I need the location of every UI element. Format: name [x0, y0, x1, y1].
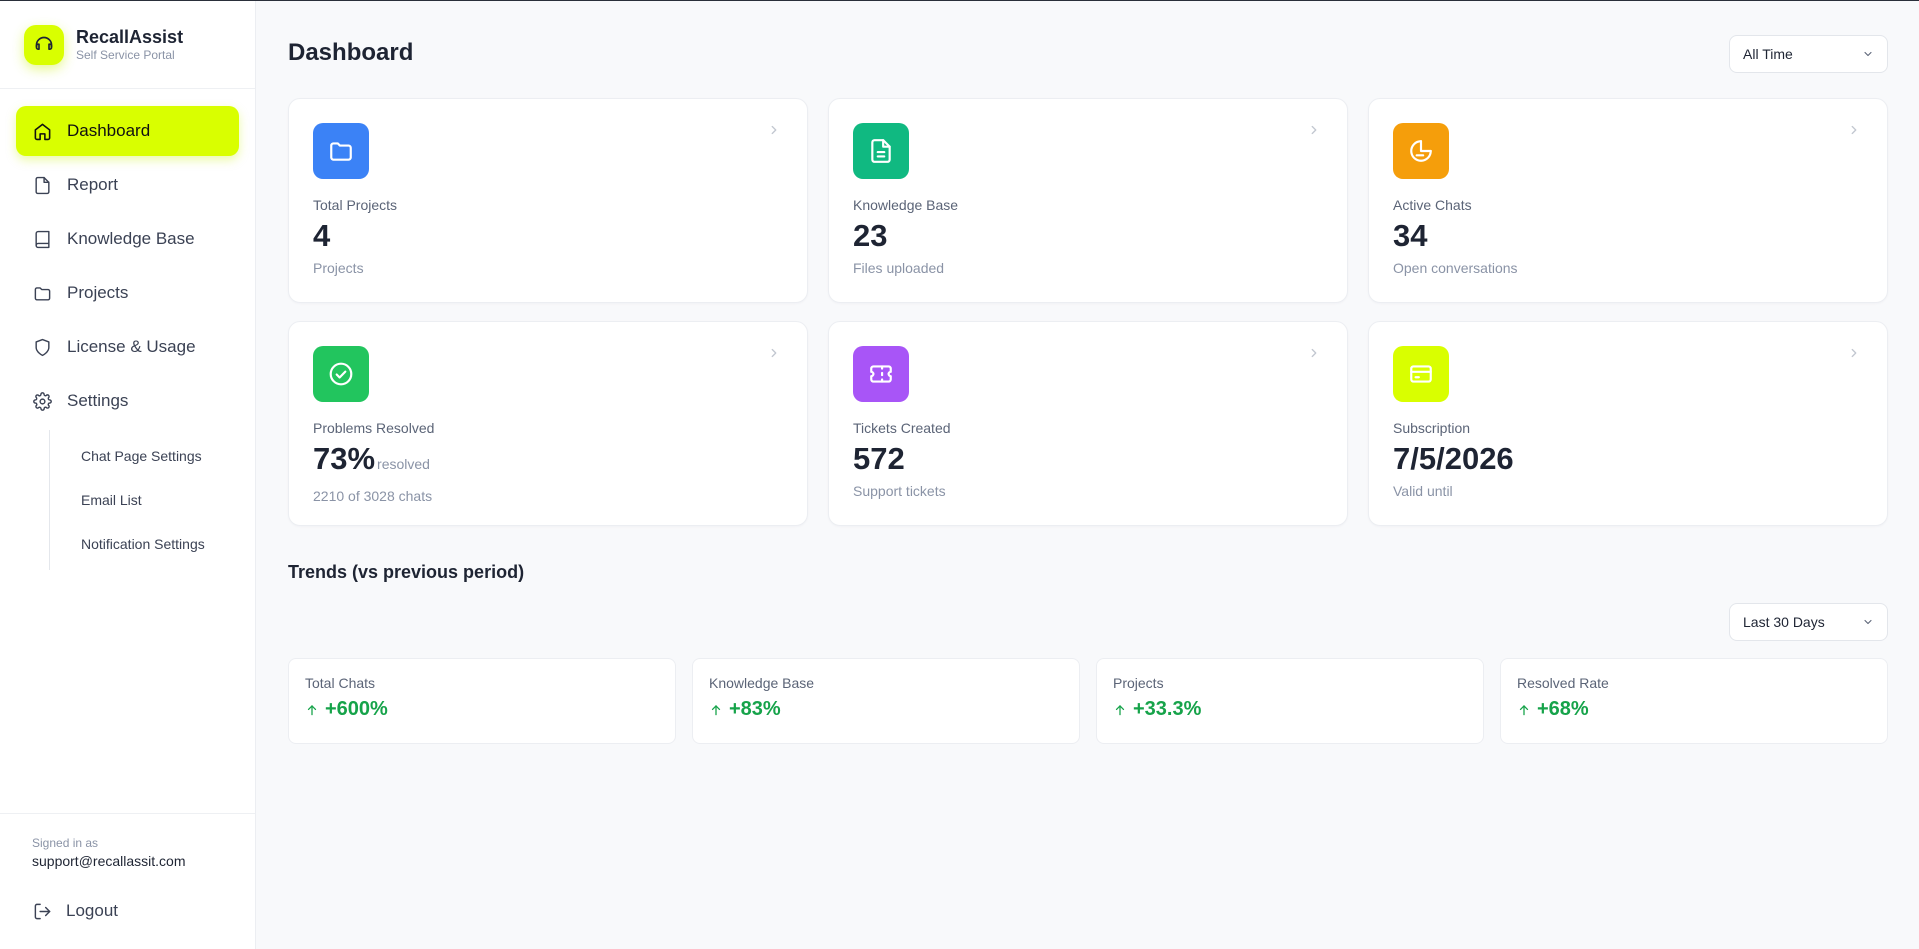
trend-resolved-rate: Resolved Rate +68%: [1500, 658, 1888, 744]
settings-subnav: Chat Page Settings Email List Notificati…: [49, 430, 239, 570]
card-value: 7/5/2026: [1393, 441, 1514, 476]
sidebar: RecallAssist Self Service Portal Dashboa…: [0, 1, 256, 949]
card-value: 73% resolved: [313, 441, 430, 476]
sidebar-item-label: Knowledge Base: [67, 229, 195, 248]
ticket-icon: [853, 346, 909, 402]
subnav-item-notification-settings[interactable]: Notification Settings: [81, 536, 205, 552]
card-label: Active Chats: [1393, 197, 1472, 213]
chevron-right-icon: [1851, 348, 1857, 358]
time-range-value: All Time: [1743, 46, 1793, 62]
stats-cards: Total Projects 4 Projects Knowledge Base…: [288, 98, 1888, 526]
card-label: Knowledge Base: [853, 197, 959, 213]
time-range-select[interactable]: All Time: [1729, 35, 1888, 73]
card-value: 23: [853, 218, 888, 253]
credit-card-icon: [1393, 346, 1449, 402]
trend-value: +600%: [305, 698, 659, 721]
card-label: Tickets Created: [853, 420, 951, 436]
trends-title: Trends (vs previous period): [288, 562, 525, 582]
trends-cards: Total Chats +600% Knowledge Base +83% Pr…: [288, 658, 1888, 744]
trend-value: +83%: [709, 698, 1063, 721]
sidebar-item-dashboard[interactable]: Dashboard: [16, 106, 239, 156]
gear-icon: [32, 391, 52, 411]
trend-label: Resolved Rate: [1517, 675, 1609, 691]
chat-icon: [1393, 123, 1449, 179]
signed-in-label: Signed in as: [32, 836, 99, 850]
folder-icon: [313, 123, 369, 179]
sidebar-item-label: Report: [67, 175, 119, 194]
arrow-up-icon: [1519, 704, 1529, 715]
sidebar-nav: Dashboard Report Knowledge Base Projects…: [0, 89, 255, 570]
card-label: Problems Resolved: [313, 420, 435, 436]
trend-knowledge-base: Knowledge Base +83%: [692, 658, 1080, 744]
card-value: 572: [853, 441, 905, 476]
trend-value: +68%: [1517, 698, 1871, 721]
arrow-up-icon: [307, 704, 317, 715]
sidebar-item-label: License & Usage: [67, 337, 196, 356]
signed-in-email: support@recallassit.com: [32, 853, 186, 869]
trend-label: Knowledge Base: [709, 675, 815, 691]
book-icon: [32, 229, 52, 249]
logout-label: Logout: [66, 901, 118, 920]
chevron-right-icon: [771, 125, 777, 135]
card-subtext: 2210 of 3028 chats: [313, 488, 433, 504]
trends-range-value: Last 30 Days: [1743, 614, 1825, 630]
page-title: Dashboard: [288, 39, 414, 66]
trend-label: Total Chats: [305, 675, 376, 691]
shield-icon: [32, 337, 52, 357]
brand: RecallAssist Self Service Portal: [0, 1, 255, 89]
check-circle-icon: [313, 346, 369, 402]
chevron-right-icon: [1851, 125, 1857, 135]
card-value: 34: [1393, 218, 1428, 253]
card-subtext: Open conversations: [1393, 260, 1518, 276]
sidebar-item-label: Dashboard: [67, 121, 151, 140]
trends-range-select[interactable]: Last 30 Days: [1729, 603, 1888, 641]
file-icon: [32, 175, 52, 195]
sidebar-item-label: Settings: [67, 391, 129, 410]
card-active-chats[interactable]: Active Chats 34 Open conversations: [1368, 98, 1888, 303]
logout-button[interactable]: Logout: [0, 889, 255, 933]
sidebar-item-knowledge-base[interactable]: Knowledge Base: [16, 214, 239, 264]
sidebar-item-license-usage[interactable]: License & Usage: [16, 322, 239, 372]
card-value-suffix: resolved: [377, 456, 430, 472]
card-total-projects[interactable]: Total Projects 4 Projects: [288, 98, 808, 303]
chevron-right-icon: [1311, 348, 1317, 358]
sidebar-item-label: Projects: [67, 283, 129, 302]
brand-subtitle: Self Service Portal: [76, 48, 175, 62]
trend-label: Projects: [1113, 675, 1164, 691]
card-label: Total Projects: [313, 197, 398, 213]
card-subtext: Projects: [313, 260, 364, 276]
home-icon: [32, 121, 52, 141]
chevron-right-icon: [771, 348, 777, 358]
card-subtext: Valid until: [1393, 483, 1453, 499]
sidebar-item-projects[interactable]: Projects: [16, 268, 239, 318]
card-subscription[interactable]: Subscription 7/5/2026 Valid until: [1368, 321, 1888, 526]
subnav-item-chat-page-settings[interactable]: Chat Page Settings: [81, 448, 202, 464]
chevron-right-icon: [1311, 125, 1317, 135]
card-subtext: Support tickets: [853, 483, 946, 499]
arrow-up-icon: [711, 704, 721, 715]
trend-value: +33.3%: [1113, 698, 1467, 721]
sidebar-footer: Signed in as support@recallassit.com Log…: [0, 813, 255, 949]
folder-icon: [32, 283, 52, 303]
chevron-down-icon: [1864, 619, 1872, 625]
card-value: 4: [313, 218, 331, 253]
chevron-down-icon: [1864, 51, 1872, 57]
subnav-item-email-list[interactable]: Email List: [81, 492, 142, 508]
headset-icon: [24, 24, 64, 65]
document-icon: [853, 123, 909, 179]
arrow-up-icon: [1115, 704, 1125, 715]
sidebar-item-settings[interactable]: Settings: [16, 376, 239, 426]
sidebar-item-report[interactable]: Report: [16, 160, 239, 210]
card-tickets-created[interactable]: Tickets Created 572 Support tickets: [828, 321, 1348, 526]
logout-icon: [32, 901, 52, 921]
brand-name: RecallAssist: [76, 27, 184, 47]
card-knowledge-base[interactable]: Knowledge Base 23 Files uploaded: [828, 98, 1348, 303]
card-subtext: Files uploaded: [853, 260, 945, 276]
trend-projects: Projects +33.3%: [1096, 658, 1484, 744]
card-label: Subscription: [1393, 420, 1471, 436]
trend-total-chats: Total Chats +600%: [288, 658, 676, 744]
card-problems-resolved[interactable]: Problems Resolved 73% resolved 2210 of 30…: [288, 321, 808, 526]
